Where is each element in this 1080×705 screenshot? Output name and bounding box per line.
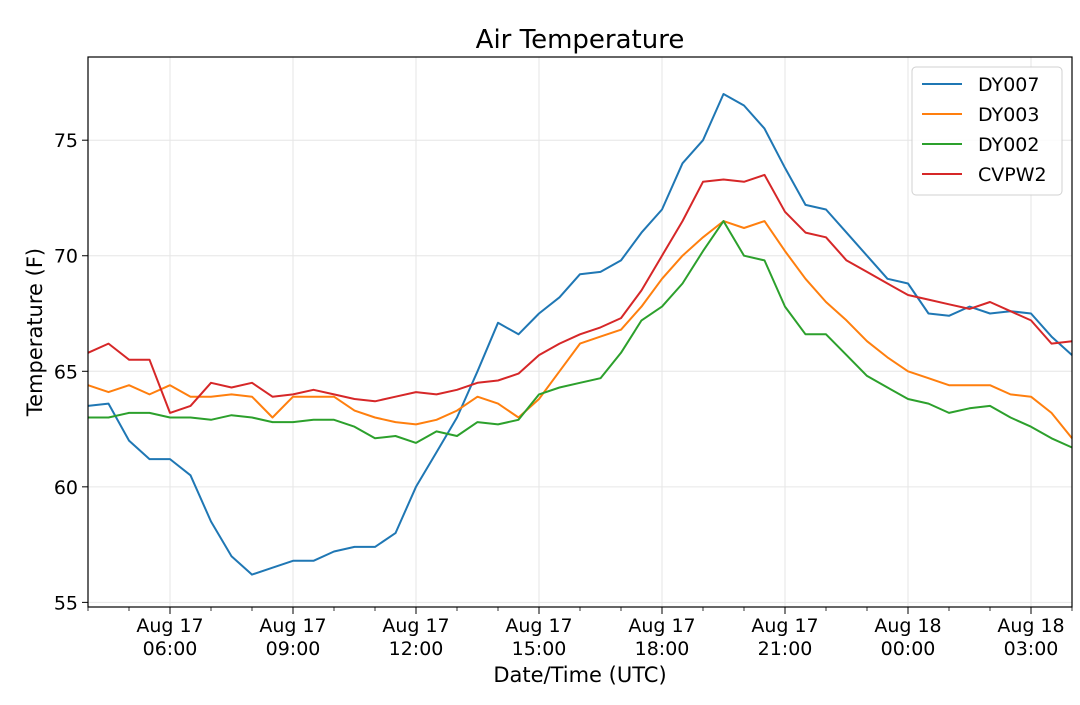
x-tick-label-date: Aug 18 [874,615,941,637]
x-tick-label-time: 21:00 [758,638,813,660]
x-tick-label-date: Aug 17 [259,615,326,637]
legend-label: CVPW2 [978,164,1047,186]
legend-label: DY003 [978,104,1039,126]
x-tick-label-date: Aug 17 [382,615,449,637]
y-tick-label: 60 [54,477,78,499]
y-axis-ticks: 55 60 65 70 75 [54,130,88,614]
y-tick-label: 55 [54,592,78,614]
x-tick-label-time: 18:00 [635,638,690,660]
legend: DY007 DY003 DY002 CVPW2 [911,66,1063,196]
x-tick-label-date: Aug 18 [997,615,1064,637]
x-tick-label-date: Aug 17 [628,615,695,637]
y-tick-label: 65 [54,361,78,383]
series-lines [87,93,1073,576]
y-axis-label: Temperature (F) [23,248,47,417]
x-axis-label: Date/Time (UTC) [493,663,666,687]
legend-label: DY007 [978,74,1039,96]
series-line-dy007 [87,93,1073,576]
y-tick-label: 70 [54,246,78,268]
series-line-dy003 [87,220,1073,439]
x-tick-label-date: Aug 17 [505,615,572,637]
x-tick-label-date: Aug 17 [136,615,203,637]
x-tick-label-time: 12:00 [389,638,444,660]
x-tick-label-date: Aug 17 [751,615,818,637]
gridlines [88,57,1072,607]
x-tick-label-time: 06:00 [143,638,198,660]
x-tick-label-time: 03:00 [1004,638,1059,660]
x-tick-label-time: 09:00 [266,638,321,660]
legend-box [911,66,1063,196]
x-tick-label-time: 00:00 [881,638,936,660]
chart-title: Air Temperature [476,25,685,55]
series-line-cvpw2 [87,173,1073,414]
y-tick-label: 75 [54,130,78,152]
x-tick-label-time: 15:00 [512,638,567,660]
series-line-dy002 [88,220,1073,449]
legend-label: DY002 [978,134,1039,156]
